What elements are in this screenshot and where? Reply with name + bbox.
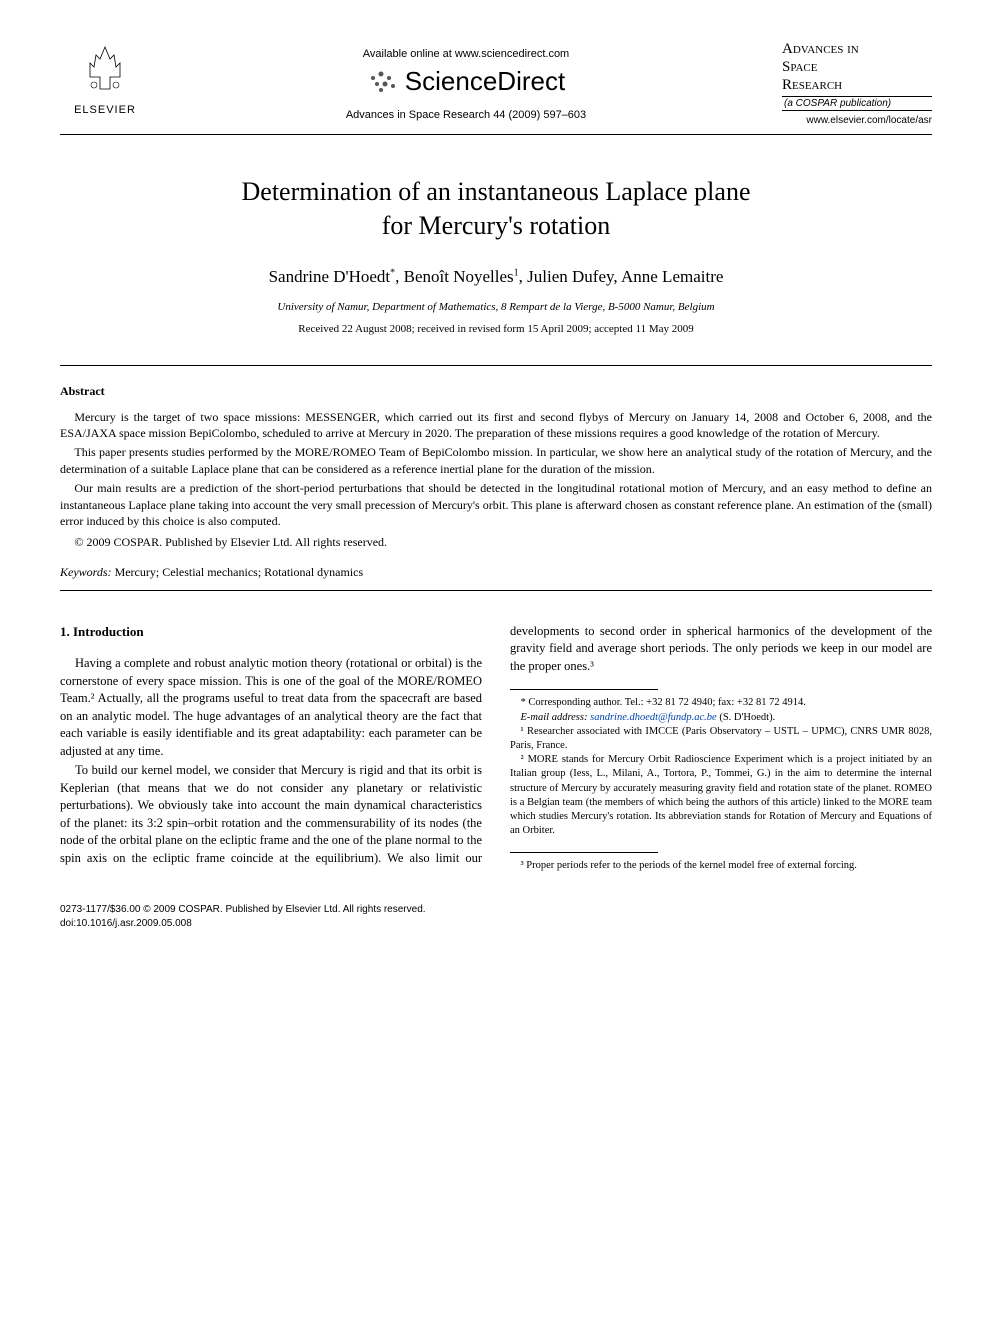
journal-url[interactable]: www.elsevier.com/locate/asr (782, 115, 932, 126)
available-online-text: Available online at www.sciencedirect.co… (150, 48, 782, 60)
publisher-label: ELSEVIER (74, 104, 136, 116)
submission-dates: Received 22 August 2008; received in rev… (60, 323, 932, 335)
footnote-mark-1: 1 (514, 267, 519, 278)
page-footer: 0273-1177/$36.00 © 2009 COSPAR. Publishe… (60, 903, 932, 931)
footnote-3: ³ Proper periods refer to the periods of… (510, 859, 932, 873)
author-4: Anne Lemaitre (621, 267, 723, 286)
elsevier-tree-icon (75, 40, 135, 100)
author-3: Julien Dufey (527, 267, 613, 286)
corresponding-mark: * (390, 267, 395, 278)
journal-title-block: Advances in Space Research (a COSPAR pub… (782, 40, 932, 126)
footer-doi: doi:10.1016/j.asr.2009.05.008 (60, 917, 932, 931)
journal-citation: Advances in Space Research 44 (2009) 597… (150, 109, 782, 121)
corresponding-author-footnote: * Corresponding author. Tel.: +32 81 72 … (510, 696, 932, 710)
sciencedirect-dots-icon (367, 68, 399, 96)
page-header: ELSEVIER Available online at www.science… (60, 40, 932, 126)
footer-copyright: 0273-1177/$36.00 © 2009 COSPAR. Publishe… (60, 903, 932, 917)
keywords-line: Keywords: Mercury; Celestial mechanics; … (60, 565, 932, 580)
article-title: Determination of an instantaneous Laplac… (60, 175, 932, 243)
email-footnote: E-mail address: sandrine.dhoedt@fundp.ac… (510, 711, 932, 725)
abstract-copyright: © 2009 COSPAR. Published by Elsevier Ltd… (60, 534, 932, 551)
footnote-rule-right (510, 852, 658, 853)
journal-title: Advances in Space Research (782, 40, 932, 94)
abstract-body: Mercury is the target of two space missi… (60, 409, 932, 551)
cospar-subtitle: (a COSPAR publication) (782, 96, 932, 111)
intro-para-1: Having a complete and robust analytic mo… (60, 655, 482, 760)
email-label: E-mail address: (521, 712, 591, 723)
header-divider (60, 134, 932, 135)
body-columns: 1. Introduction Having a complete and ro… (60, 623, 932, 873)
abstract-para-2: This paper presents studies performed by… (60, 444, 932, 478)
author-2: Benoît Noyelles (404, 267, 514, 286)
author-1: Sandrine D'Hoedt (269, 267, 391, 286)
abstract-heading: Abstract (60, 384, 932, 399)
abstract-para-1: Mercury is the target of two space missi… (60, 409, 932, 443)
keywords-label: Keywords: (60, 565, 112, 579)
publisher-logo-block: ELSEVIER (60, 40, 150, 116)
email-link[interactable]: sandrine.dhoedt@fundp.ac.be (590, 712, 717, 723)
footnote-rule-left (510, 689, 658, 690)
keywords-values: Mercury; Celestial mechanics; Rotational… (112, 565, 364, 579)
affiliation: University of Namur, Department of Mathe… (60, 301, 932, 313)
center-header: Available online at www.sciencedirect.co… (150, 40, 782, 121)
abstract-para-3: Our main results are a prediction of the… (60, 480, 932, 530)
section-heading-introduction: 1. Introduction (60, 623, 482, 641)
abstract-bottom-divider (60, 590, 932, 591)
authors-line: Sandrine D'Hoedt*, Benoît Noyelles1, Jul… (60, 267, 932, 287)
footnote-2: ² MORE stands for Mercury Orbit Radiosci… (510, 753, 932, 838)
abstract-top-divider (60, 365, 932, 366)
sciencedirect-logo: ScienceDirect (367, 66, 565, 97)
sciencedirect-text: ScienceDirect (405, 66, 565, 97)
email-suffix: (S. D'Hoedt). (717, 712, 775, 723)
footnote-1: ¹ Researcher associated with IMCCE (Pari… (510, 725, 932, 753)
